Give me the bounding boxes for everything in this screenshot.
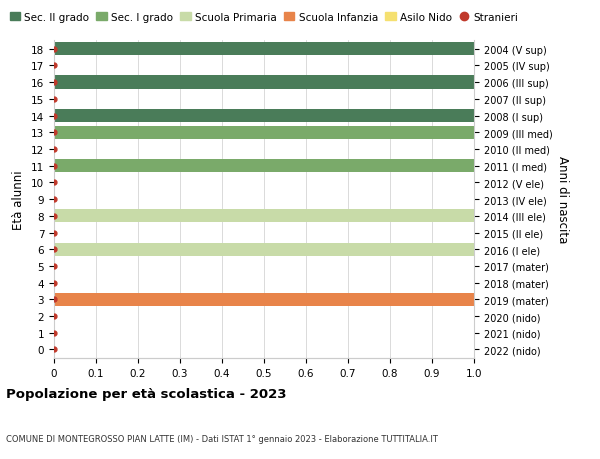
Bar	[54, 126, 474, 140]
Bar	[54, 110, 474, 123]
Legend: Sec. II grado, Sec. I grado, Scuola Primaria, Scuola Infanzia, Asilo Nido, Stran: Sec. II grado, Sec. I grado, Scuola Prim…	[5, 9, 523, 27]
Y-axis label: Anni di nascita: Anni di nascita	[556, 156, 569, 243]
Bar	[54, 210, 474, 223]
Bar	[54, 43, 474, 56]
Y-axis label: Età alunni: Età alunni	[13, 170, 25, 230]
Bar	[54, 76, 474, 90]
Bar	[54, 243, 474, 256]
Text: COMUNE DI MONTEGROSSO PIAN LATTE (IM) - Dati ISTAT 1° gennaio 2023 - Elaborazion: COMUNE DI MONTEGROSSO PIAN LATTE (IM) - …	[6, 434, 438, 442]
Text: Popolazione per età scolastica - 2023: Popolazione per età scolastica - 2023	[6, 387, 287, 400]
Bar	[54, 293, 474, 306]
Bar	[54, 160, 474, 173]
